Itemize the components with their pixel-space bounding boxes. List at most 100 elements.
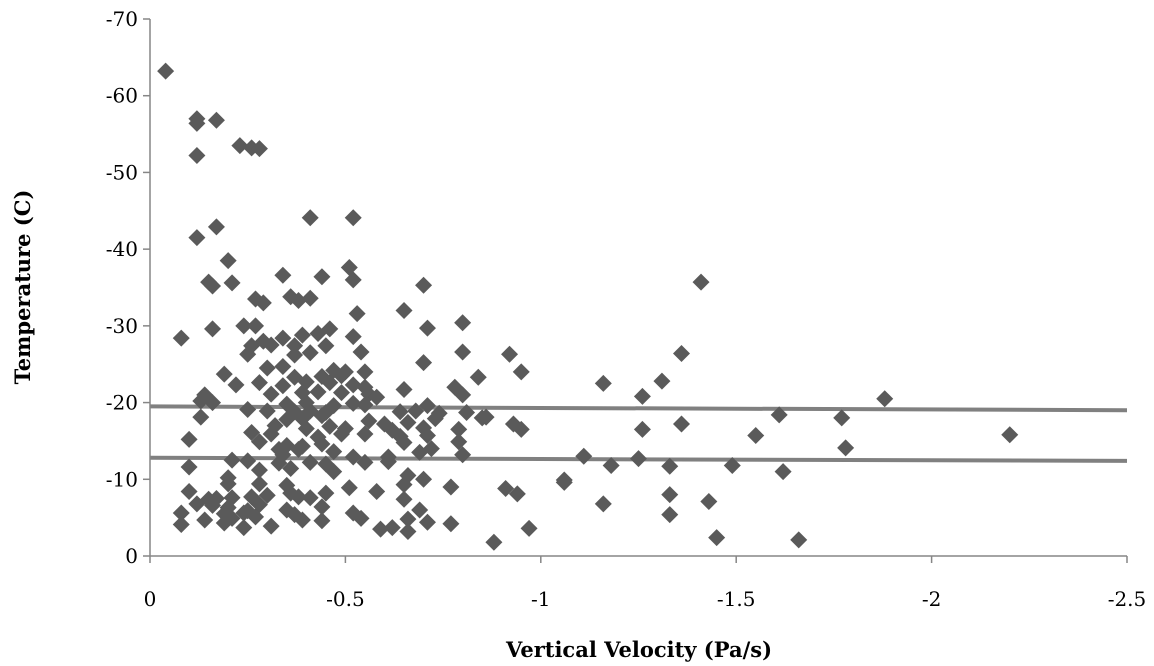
data-point (290, 440, 308, 458)
data-point (395, 476, 413, 494)
data-point (262, 425, 280, 443)
data-point (395, 490, 413, 508)
data-point (395, 302, 413, 320)
data-point (672, 344, 690, 362)
data-point (180, 430, 198, 448)
data-point (723, 456, 741, 474)
data-point (477, 408, 495, 426)
data-point (247, 317, 265, 335)
data-point (250, 461, 268, 479)
data-point (594, 495, 612, 513)
data-point (454, 314, 472, 332)
data-point (223, 451, 241, 469)
data-point (332, 425, 350, 443)
data-point (633, 420, 651, 438)
data-point (399, 414, 417, 432)
data-point (204, 394, 222, 412)
data-points (157, 62, 1019, 551)
data-point (239, 400, 257, 418)
data-point (395, 433, 413, 451)
data-point (258, 486, 276, 504)
data-point (262, 385, 280, 403)
x-tick-label: -1.5 (717, 587, 756, 611)
data-point (418, 427, 436, 445)
data-point (270, 454, 288, 472)
data-point (348, 305, 366, 323)
data-point (411, 501, 429, 519)
data-point (555, 473, 573, 491)
data-point (454, 386, 472, 404)
data-point (223, 274, 241, 292)
data-point (247, 508, 265, 526)
data-point (227, 376, 245, 394)
data-point (485, 533, 503, 551)
data-point (301, 453, 319, 471)
data-point (415, 354, 433, 372)
data-point (321, 417, 339, 435)
data-point (250, 374, 268, 392)
data-point (235, 317, 253, 335)
data-point (418, 513, 436, 531)
data-point (250, 140, 268, 158)
data-point (219, 475, 237, 493)
y-tick-label: -20 (106, 391, 138, 415)
data-point (157, 62, 175, 80)
data-point (317, 484, 335, 502)
data-point (653, 372, 671, 390)
data-point (243, 423, 261, 441)
y-tick-label: -50 (106, 160, 138, 184)
data-point (325, 443, 343, 461)
data-point (290, 488, 308, 506)
data-point (258, 402, 276, 420)
data-point (188, 147, 206, 165)
data-point (395, 381, 413, 399)
data-point (747, 427, 765, 445)
data-point (282, 460, 300, 478)
y-axis-title: Temperature (C) (10, 190, 35, 385)
data-point (297, 420, 315, 438)
data-point (321, 374, 339, 392)
data-point (700, 493, 718, 511)
data-point (356, 396, 374, 414)
data-point (332, 384, 350, 402)
data-point (356, 425, 374, 443)
data-point (274, 266, 292, 284)
data-point (317, 337, 335, 355)
data-point (368, 388, 386, 406)
data-point (262, 517, 280, 535)
data-point (512, 420, 530, 438)
data-point (286, 346, 304, 364)
y-tick-label: -60 (106, 84, 138, 108)
data-point (250, 433, 268, 451)
data-point (876, 390, 894, 408)
data-point (774, 463, 792, 481)
x-axis-title: Vertical Velocity (Pa/s) (505, 637, 772, 662)
data-point (180, 458, 198, 476)
data-point (512, 363, 530, 381)
data-point (454, 343, 472, 361)
data-point (293, 326, 311, 344)
data-point (309, 325, 327, 343)
data-point (352, 509, 370, 527)
x-tick-label: -0.5 (326, 587, 365, 611)
x-tick-label: 0 (144, 587, 157, 611)
data-point (708, 529, 726, 547)
data-point (501, 345, 519, 363)
data-point (235, 519, 253, 537)
data-point (344, 448, 362, 466)
data-point (278, 410, 296, 428)
data-point (301, 489, 319, 507)
data-point (399, 510, 417, 528)
data-point (313, 435, 331, 453)
data-point (469, 368, 487, 386)
data-point (450, 420, 468, 438)
data-point (188, 114, 206, 132)
data-point (196, 511, 214, 529)
data-point (325, 463, 343, 481)
data-point (332, 367, 350, 385)
data-point (250, 496, 268, 514)
data-point (344, 376, 362, 394)
data-point (344, 394, 362, 412)
data-point (207, 111, 225, 129)
data-point (418, 397, 436, 415)
